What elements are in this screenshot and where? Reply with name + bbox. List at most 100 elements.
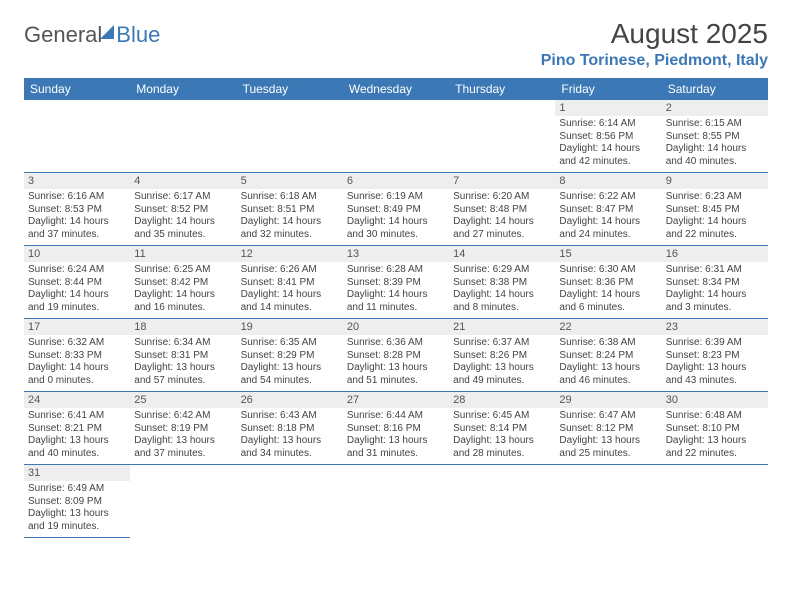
daylight-text: Daylight: 13 hours and 28 minutes.	[453, 435, 551, 460]
empty-cell	[449, 465, 555, 538]
day-details: Sunrise: 6:22 AMSunset: 8:47 PMDaylight:…	[555, 189, 661, 245]
day-number: 11	[130, 246, 236, 262]
weekday-header: Saturday	[662, 78, 768, 100]
daylight-text: Daylight: 13 hours and 54 minutes.	[241, 362, 339, 387]
sunset-text: Sunset: 8:16 PM	[347, 423, 445, 436]
day-details: Sunrise: 6:16 AMSunset: 8:53 PMDaylight:…	[24, 189, 130, 245]
day-number: 18	[130, 319, 236, 335]
day-details: Sunrise: 6:17 AMSunset: 8:52 PMDaylight:…	[130, 189, 236, 245]
daylight-text: Daylight: 13 hours and 57 minutes.	[134, 362, 232, 387]
day-cell: 5Sunrise: 6:18 AMSunset: 8:51 PMDaylight…	[237, 173, 343, 246]
day-details: Sunrise: 6:44 AMSunset: 8:16 PMDaylight:…	[343, 408, 449, 464]
sunrise-text: Sunrise: 6:20 AM	[453, 191, 551, 204]
day-number: 10	[24, 246, 130, 262]
week-row: 10Sunrise: 6:24 AMSunset: 8:44 PMDayligh…	[24, 246, 768, 319]
day-number: 30	[662, 392, 768, 408]
sunrise-text: Sunrise: 6:26 AM	[241, 264, 339, 277]
day-cell: 19Sunrise: 6:35 AMSunset: 8:29 PMDayligh…	[237, 319, 343, 392]
day-cell: 25Sunrise: 6:42 AMSunset: 8:19 PMDayligh…	[130, 392, 236, 465]
sunset-text: Sunset: 8:38 PM	[453, 277, 551, 290]
day-cell: 2Sunrise: 6:15 AMSunset: 8:55 PMDaylight…	[662, 100, 768, 173]
sunrise-text: Sunrise: 6:38 AM	[559, 337, 657, 350]
day-cell: 16Sunrise: 6:31 AMSunset: 8:34 PMDayligh…	[662, 246, 768, 319]
sunset-text: Sunset: 8:52 PM	[134, 204, 232, 217]
sunrise-text: Sunrise: 6:43 AM	[241, 410, 339, 423]
day-cell: 13Sunrise: 6:28 AMSunset: 8:39 PMDayligh…	[343, 246, 449, 319]
sunrise-text: Sunrise: 6:48 AM	[666, 410, 764, 423]
daylight-text: Daylight: 14 hours and 0 minutes.	[28, 362, 126, 387]
day-details: Sunrise: 6:45 AMSunset: 8:14 PMDaylight:…	[449, 408, 555, 464]
day-details: Sunrise: 6:23 AMSunset: 8:45 PMDaylight:…	[662, 189, 768, 245]
sunset-text: Sunset: 8:28 PM	[347, 350, 445, 363]
sunrise-text: Sunrise: 6:31 AM	[666, 264, 764, 277]
empty-cell	[449, 100, 555, 173]
day-details: Sunrise: 6:49 AMSunset: 8:09 PMDaylight:…	[24, 481, 130, 537]
day-details: Sunrise: 6:14 AMSunset: 8:56 PMDaylight:…	[555, 116, 661, 172]
day-details: Sunrise: 6:38 AMSunset: 8:24 PMDaylight:…	[555, 335, 661, 391]
sunrise-text: Sunrise: 6:36 AM	[347, 337, 445, 350]
sunset-text: Sunset: 8:55 PM	[666, 131, 764, 144]
sunset-text: Sunset: 8:12 PM	[559, 423, 657, 436]
day-number: 8	[555, 173, 661, 189]
sunrise-text: Sunrise: 6:30 AM	[559, 264, 657, 277]
daylight-text: Daylight: 13 hours and 22 minutes.	[666, 435, 764, 460]
week-row: 31Sunrise: 6:49 AMSunset: 8:09 PMDayligh…	[24, 465, 768, 538]
sunset-text: Sunset: 8:33 PM	[28, 350, 126, 363]
empty-cell	[662, 465, 768, 538]
week-row: 17Sunrise: 6:32 AMSunset: 8:33 PMDayligh…	[24, 319, 768, 392]
day-cell: 21Sunrise: 6:37 AMSunset: 8:26 PMDayligh…	[449, 319, 555, 392]
sunset-text: Sunset: 8:48 PM	[453, 204, 551, 217]
day-details: Sunrise: 6:36 AMSunset: 8:28 PMDaylight:…	[343, 335, 449, 391]
day-cell: 28Sunrise: 6:45 AMSunset: 8:14 PMDayligh…	[449, 392, 555, 465]
sunset-text: Sunset: 8:49 PM	[347, 204, 445, 217]
sunrise-text: Sunrise: 6:41 AM	[28, 410, 126, 423]
weekday-header: Friday	[555, 78, 661, 100]
sunrise-text: Sunrise: 6:16 AM	[28, 191, 126, 204]
empty-cell	[24, 100, 130, 173]
day-details: Sunrise: 6:34 AMSunset: 8:31 PMDaylight:…	[130, 335, 236, 391]
sunset-text: Sunset: 8:29 PM	[241, 350, 339, 363]
sunrise-text: Sunrise: 6:37 AM	[453, 337, 551, 350]
location-subtitle: Pino Torinese, Piedmont, Italy	[541, 52, 768, 70]
day-details: Sunrise: 6:29 AMSunset: 8:38 PMDaylight:…	[449, 262, 555, 318]
daylight-text: Daylight: 13 hours and 51 minutes.	[347, 362, 445, 387]
daylight-text: Daylight: 13 hours and 25 minutes.	[559, 435, 657, 460]
daylight-text: Daylight: 14 hours and 22 minutes.	[666, 216, 764, 241]
day-details: Sunrise: 6:42 AMSunset: 8:19 PMDaylight:…	[130, 408, 236, 464]
sunrise-text: Sunrise: 6:23 AM	[666, 191, 764, 204]
empty-cell	[130, 100, 236, 173]
sunset-text: Sunset: 8:36 PM	[559, 277, 657, 290]
weekday-header-row: SundayMondayTuesdayWednesdayThursdayFrid…	[24, 78, 768, 100]
sunrise-text: Sunrise: 6:39 AM	[666, 337, 764, 350]
daylight-text: Daylight: 14 hours and 35 minutes.	[134, 216, 232, 241]
sunset-text: Sunset: 8:09 PM	[28, 496, 126, 509]
day-number: 27	[343, 392, 449, 408]
day-details: Sunrise: 6:25 AMSunset: 8:42 PMDaylight:…	[130, 262, 236, 318]
sunrise-text: Sunrise: 6:15 AM	[666, 118, 764, 131]
day-cell: 30Sunrise: 6:48 AMSunset: 8:10 PMDayligh…	[662, 392, 768, 465]
day-details: Sunrise: 6:30 AMSunset: 8:36 PMDaylight:…	[555, 262, 661, 318]
day-number: 17	[24, 319, 130, 335]
sunset-text: Sunset: 8:51 PM	[241, 204, 339, 217]
sunset-text: Sunset: 8:34 PM	[666, 277, 764, 290]
day-number: 26	[237, 392, 343, 408]
day-number: 1	[555, 100, 661, 116]
day-cell: 12Sunrise: 6:26 AMSunset: 8:41 PMDayligh…	[237, 246, 343, 319]
week-row: 1Sunrise: 6:14 AMSunset: 8:56 PMDaylight…	[24, 100, 768, 173]
weekday-header: Monday	[130, 78, 236, 100]
logo-text-general: General	[24, 22, 102, 48]
day-cell: 29Sunrise: 6:47 AMSunset: 8:12 PMDayligh…	[555, 392, 661, 465]
empty-cell	[343, 100, 449, 173]
weekday-header: Thursday	[449, 78, 555, 100]
sunset-text: Sunset: 8:24 PM	[559, 350, 657, 363]
day-number: 4	[130, 173, 236, 189]
day-number: 13	[343, 246, 449, 262]
sunset-text: Sunset: 8:21 PM	[28, 423, 126, 436]
sunset-text: Sunset: 8:14 PM	[453, 423, 551, 436]
sunset-text: Sunset: 8:31 PM	[134, 350, 232, 363]
daylight-text: Daylight: 14 hours and 3 minutes.	[666, 289, 764, 314]
week-row: 24Sunrise: 6:41 AMSunset: 8:21 PMDayligh…	[24, 392, 768, 465]
sunrise-text: Sunrise: 6:18 AM	[241, 191, 339, 204]
day-details: Sunrise: 6:20 AMSunset: 8:48 PMDaylight:…	[449, 189, 555, 245]
day-cell: 3Sunrise: 6:16 AMSunset: 8:53 PMDaylight…	[24, 173, 130, 246]
